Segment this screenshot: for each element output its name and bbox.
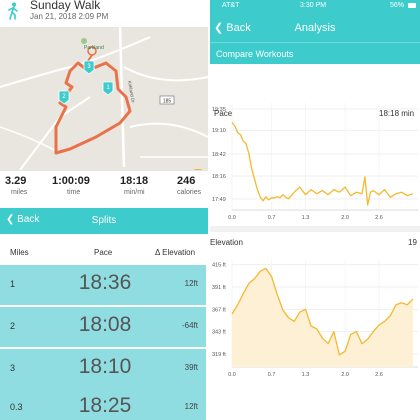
walk-summary-panel: Sunday Walk Jan 21, 2018 2:09 PM 185 Par… bbox=[0, 0, 208, 206]
elevation-chart-title: Elevation bbox=[210, 238, 243, 247]
road-sign-label: 185 bbox=[163, 99, 172, 105]
elevation-x-tick-label: 2.0 bbox=[341, 372, 349, 378]
svg-text:1: 1 bbox=[106, 85, 110, 91]
elevation-series-line bbox=[231, 267, 414, 356]
chart-divider bbox=[210, 226, 420, 232]
stat-time: 1:00:09 time bbox=[52, 175, 90, 196]
mile-marker-3[interactable]: 3 bbox=[83, 60, 95, 75]
pace-y-tick-label: 19:10 bbox=[212, 128, 226, 134]
activity-title: Sunday Walk bbox=[30, 0, 101, 12]
elevation-area-fill bbox=[232, 268, 413, 367]
svg-text:2: 2 bbox=[62, 94, 66, 100]
pace-x-tick-label: 1.3 bbox=[302, 215, 310, 221]
analysis-nav-bar: ❮ Back Analysis bbox=[210, 12, 420, 42]
road-sign-icon bbox=[159, 95, 175, 105]
pace-y-tick-label: 17:49 bbox=[212, 197, 226, 203]
splits-back-button[interactable]: ❮ Back bbox=[6, 214, 40, 225]
elevation-x-tick-label: 2.6 bbox=[375, 372, 383, 378]
pace-x-tick-label: 0.7 bbox=[268, 215, 276, 221]
analysis-back-button[interactable]: ❮ Back bbox=[214, 22, 251, 34]
pace-y-tick-label: 18:42 bbox=[212, 152, 226, 158]
elevation-chart-value: 19 bbox=[408, 238, 417, 247]
elevation-y-tick-label: 319 ft bbox=[212, 352, 226, 358]
split-elevation: 12ft bbox=[184, 402, 198, 411]
split-elevation: 12ft bbox=[184, 279, 198, 288]
status-bar: AT&T 3:30 PM 56% bbox=[210, 0, 420, 12]
header-miles: Miles bbox=[10, 248, 29, 257]
workout-stats: 3.29 miles 1:00:09 time 18:18 min/mi 246… bbox=[0, 170, 208, 206]
split-row[interactable]: 3 18:10 39ft bbox=[0, 349, 206, 389]
splits-panel: ❮ Back Splits Miles Pace Δ Elevation 1 1… bbox=[0, 208, 208, 420]
stat-pace: 18:18 min/mi bbox=[120, 175, 149, 196]
battery-icon bbox=[408, 3, 416, 8]
pace-chart-value: 18:18 min bbox=[379, 109, 415, 118]
split-miles: 1 bbox=[10, 279, 16, 289]
elevation-x-tick-label: 0.0 bbox=[228, 372, 236, 378]
elevation-y-tick-label: 343 ft bbox=[212, 330, 226, 336]
split-miles: 2 bbox=[10, 321, 16, 331]
elevation-x-tick-label: 0.7 bbox=[268, 372, 276, 378]
stat-calories: 246 calories bbox=[177, 175, 202, 196]
park-label: Parkland bbox=[84, 45, 104, 51]
split-pace: 18:08 bbox=[78, 313, 132, 336]
splits-column-headers: Miles Pace Δ Elevation bbox=[0, 234, 208, 264]
compare-workouts-button[interactable]: Compare Workouts bbox=[210, 42, 420, 64]
start-marker-icon bbox=[87, 46, 97, 56]
split-pace: 18:10 bbox=[78, 355, 132, 378]
elevation-x-tick-label: 1.3 bbox=[302, 372, 310, 378]
route-path bbox=[54, 61, 132, 155]
carrier-label: AT&T bbox=[222, 2, 240, 9]
pace-x-tick-label: 0.0 bbox=[228, 215, 236, 221]
pace-y-tick-label: 18:16 bbox=[212, 174, 226, 180]
analysis-title: Analysis bbox=[294, 22, 336, 34]
mile-marker-2[interactable]: 2 bbox=[58, 90, 70, 105]
split-row[interactable]: 2 18:08 -64ft bbox=[0, 307, 206, 347]
pace-series-line bbox=[231, 121, 414, 206]
pace-x-tick-label: 2.0 bbox=[341, 215, 349, 221]
elevation-y-tick-label: 391 ft bbox=[212, 285, 226, 291]
pace-x-tick-label: 2.6 bbox=[375, 215, 383, 221]
walk-header: Sunday Walk Jan 21, 2018 2:09 PM bbox=[0, 0, 208, 27]
chevron-left-icon: ❮ bbox=[6, 214, 15, 225]
header-elevation: Δ Elevation bbox=[155, 248, 196, 257]
stat-distance: 3.29 miles bbox=[5, 175, 28, 196]
splits-title: Splits bbox=[91, 215, 117, 226]
map-canvas: 185 Parkland Kirkland Dr 3 2 1 bbox=[0, 27, 208, 170]
walker-icon bbox=[8, 2, 18, 20]
mile-marker-1[interactable]: 1 bbox=[102, 81, 114, 96]
activity-date: Jan 21, 2018 2:09 PM bbox=[30, 12, 109, 21]
header-pace: Pace bbox=[94, 248, 113, 257]
split-elevation: 39ft bbox=[184, 363, 198, 372]
chevron-left-icon: ❮ bbox=[214, 22, 224, 34]
splits-nav-bar: ❮ Back Splits bbox=[0, 208, 208, 234]
battery-label: 56% bbox=[390, 2, 405, 9]
split-pace: 18:25 bbox=[78, 394, 132, 417]
park-icon bbox=[81, 38, 87, 44]
analysis-panel: AT&T 3:30 PM 56% ❮ Back Analysis Compare… bbox=[210, 0, 420, 420]
svg-text:3: 3 bbox=[87, 64, 91, 70]
pace-y-tick-label: 19:35 bbox=[212, 107, 226, 113]
elevation-y-tick-label: 367 ft bbox=[212, 307, 226, 313]
split-row[interactable]: 0.3 18:25 12ft bbox=[0, 388, 206, 420]
pace-chart[interactable]: 19:35 19:10 18:42 18:16 17:49 0.0 0.7 1.3 2.0 2.6 bbox=[210, 95, 420, 225]
pace-chart-title: Pace bbox=[214, 109, 233, 118]
compare-workouts-label: Compare Workouts bbox=[216, 49, 294, 59]
split-pace: 18:36 bbox=[78, 271, 132, 294]
elevation-chart[interactable]: 415 ft 391 ft 367 ft 343 ft 319 ft 0.0 0.7 1.3 2… bbox=[210, 252, 420, 382]
street-label: Kirkland Dr bbox=[127, 80, 136, 103]
split-miles: 3 bbox=[10, 363, 16, 373]
split-elevation: -64ft bbox=[181, 321, 198, 330]
elevation-y-tick-label: 415 ft bbox=[212, 263, 226, 269]
split-miles: 0.3 bbox=[10, 402, 23, 412]
route-map[interactable]: 185 Parkland Kirkland Dr 3 2 1 bbox=[0, 27, 208, 193]
clock-label: 3:30 PM bbox=[300, 2, 327, 9]
split-row[interactable]: 1 18:36 12ft bbox=[0, 265, 206, 305]
